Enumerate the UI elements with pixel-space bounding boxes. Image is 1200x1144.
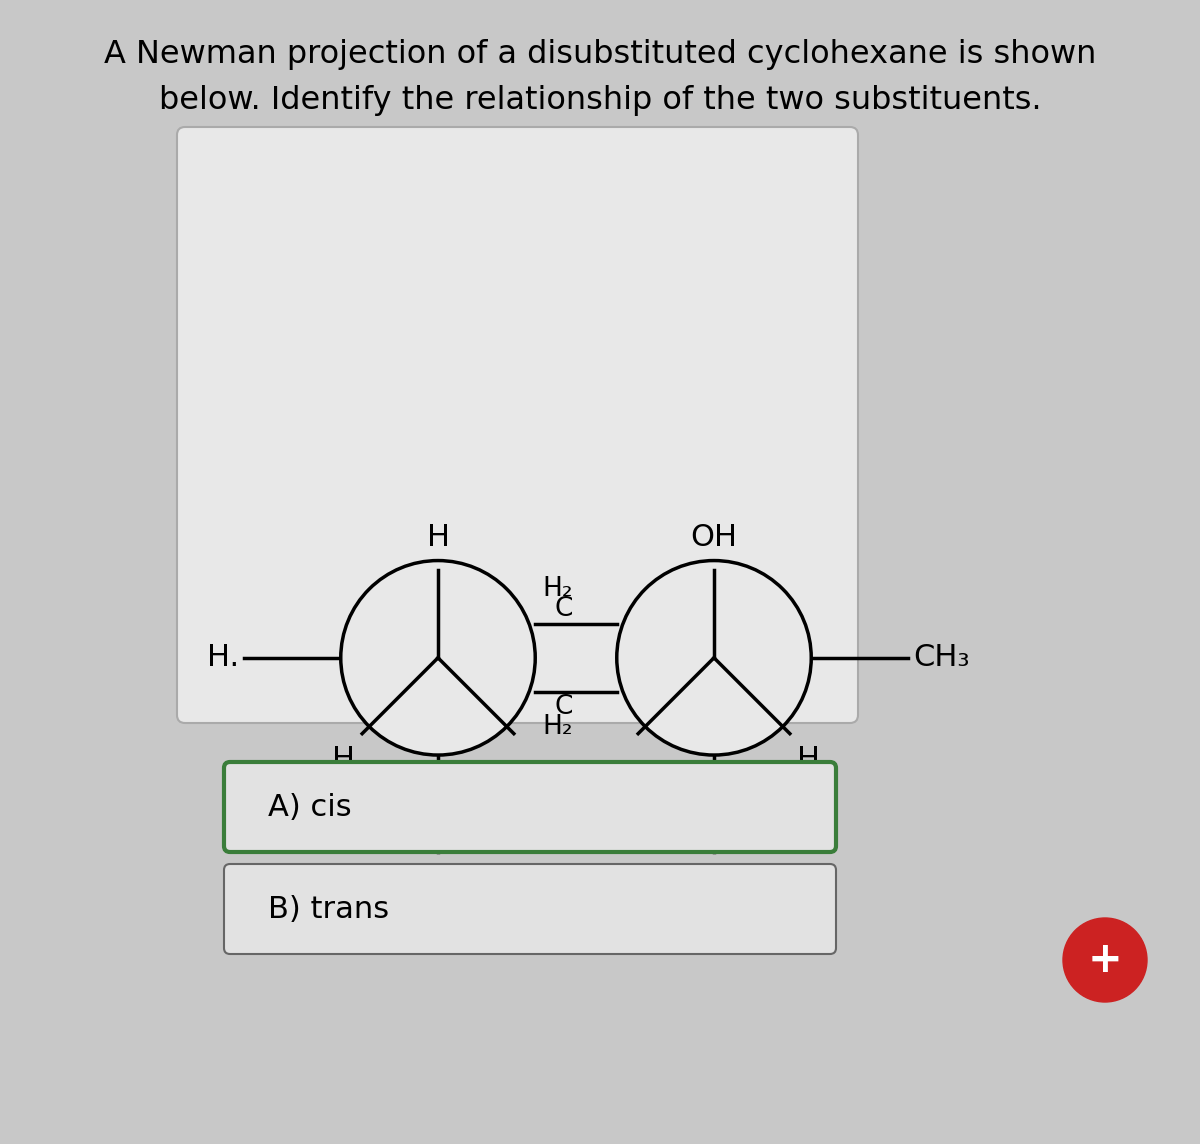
Text: H: H [426,523,450,553]
Text: H: H [797,746,820,774]
Text: H.: H. [206,643,239,673]
Text: A Newman projection of a disubstituted cyclohexane is shown: A Newman projection of a disubstituted c… [104,40,1096,71]
Circle shape [1063,917,1147,1002]
Text: B) trans: B) trans [268,895,389,923]
Circle shape [341,561,535,755]
Text: C: C [554,693,574,720]
Text: H: H [702,865,726,895]
Text: A) cis: A) cis [268,793,352,821]
FancyBboxPatch shape [224,864,836,954]
Text: H₂: H₂ [542,575,574,602]
Text: below. Identify the relationship of the two substituents.: below. Identify the relationship of the … [158,85,1042,116]
Text: H₂: H₂ [542,714,574,740]
Text: OH: OH [690,523,738,553]
Text: CH₃: CH₃ [913,643,970,673]
Text: C: C [554,596,574,622]
Text: H: H [426,865,450,895]
Text: +: + [1087,939,1122,982]
FancyBboxPatch shape [178,127,858,723]
FancyBboxPatch shape [224,762,836,852]
Text: H: H [332,746,355,774]
Circle shape [617,561,811,755]
